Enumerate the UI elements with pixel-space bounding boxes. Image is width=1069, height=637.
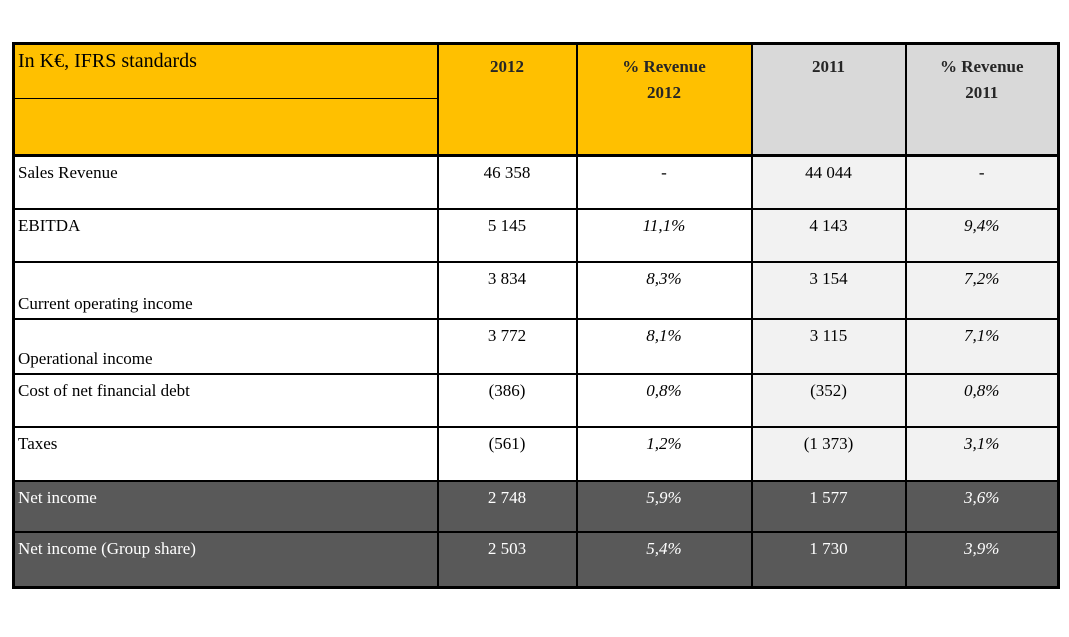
pct-revenue-2011: 7,2% <box>904 261 1060 320</box>
pct-revenue-2012: 8,1% <box>575 318 753 375</box>
pct-revenue-2012-label-line1: % Revenue <box>622 57 706 76</box>
row-label: Net income <box>12 480 439 533</box>
pct-revenue-2012: 5,4% <box>575 531 753 589</box>
pct-revenue-2011: 3,6% <box>904 480 1060 533</box>
pct-revenue-2012: 0,8% <box>575 373 753 428</box>
value-2011: 4 143 <box>750 208 907 263</box>
pct-revenue-2011: 3,9% <box>904 531 1060 589</box>
row-label: Cost of net financial debt <box>12 373 439 428</box>
pct-revenue-2011: - <box>904 154 1060 210</box>
value-2011: 3 154 <box>750 261 907 320</box>
value-2012: (386) <box>436 373 578 428</box>
value-2012: 5 145 <box>436 208 578 263</box>
row-label: EBITDA <box>12 208 439 263</box>
financial-results-table: In K€, IFRS standards 2012 % Revenue 201… <box>12 42 1060 589</box>
table-row-net-income: Net income 2 748 5,9% 1 577 3,6% <box>12 480 1060 533</box>
table-title-cell: In K€, IFRS standards <box>12 42 439 99</box>
pct-revenue-2011-label-line2: 2011 <box>965 82 999 102</box>
value-2012: (561) <box>436 426 578 482</box>
table-row-ebitda: EBITDA 5 145 11,1% 4 143 9,4% <box>12 208 1060 263</box>
pct-revenue-2012-label-line2: 2012 <box>647 82 681 102</box>
pct-revenue-2012: 11,1% <box>575 208 753 263</box>
table-row-operational-income: Operational income 3 772 8,1% 3 115 7,1% <box>12 318 1060 375</box>
table-title-spacer-cell <box>12 98 439 157</box>
value-2011: 1 730 <box>750 531 907 589</box>
pct-revenue-2011-label-line1: % Revenue <box>939 57 1024 76</box>
value-2012: 46 358 <box>436 154 578 210</box>
pct-revenue-2011: 9,4% <box>904 208 1060 263</box>
value-2012: 3 772 <box>436 318 578 375</box>
table-row-current-operating-income: Current operating income 3 834 8,3% 3 15… <box>12 261 1060 320</box>
value-2011: 3 115 <box>750 318 907 375</box>
table-row-taxes: Taxes (561) 1,2% (1 373) 3,1% <box>12 426 1060 482</box>
table-row-net-income-group-share: Net income (Group share) 2 503 5,4% 1 73… <box>12 531 1060 589</box>
value-2011: 44 044 <box>750 154 907 210</box>
value-2012: 2 748 <box>436 480 578 533</box>
value-2011: (352) <box>750 373 907 428</box>
col-header-2012: 2012 <box>436 42 578 157</box>
pct-revenue-2012: 5,9% <box>575 480 753 533</box>
row-label: Current operating income <box>12 261 439 320</box>
value-2012: 2 503 <box>436 531 578 589</box>
row-label: Taxes <box>12 426 439 482</box>
pct-revenue-2012: - <box>575 154 753 210</box>
value-2011: 1 577 <box>750 480 907 533</box>
col-header-pct-revenue-2011: % Revenue 2011 <box>904 42 1060 157</box>
col-header-pct-revenue-2012: % Revenue 2012 <box>575 42 753 157</box>
col-header-2011: 2011 <box>750 42 907 157</box>
table-row-sales-revenue: Sales Revenue 46 358 - 44 044 - <box>12 154 1060 210</box>
header-row: In K€, IFRS standards 2012 % Revenue 201… <box>12 42 1060 157</box>
row-label: Operational income <box>12 318 439 375</box>
pct-revenue-2012: 8,3% <box>575 261 753 320</box>
value-2012: 3 834 <box>436 261 578 320</box>
pct-revenue-2012: 1,2% <box>575 426 753 482</box>
row-label: Sales Revenue <box>12 154 439 210</box>
table-title: In K€, IFRS standards <box>18 50 197 72</box>
row-label: Net income (Group share) <box>12 531 439 589</box>
pct-revenue-2011: 7,1% <box>904 318 1060 375</box>
value-2011: (1 373) <box>750 426 907 482</box>
pct-revenue-2011: 3,1% <box>904 426 1060 482</box>
pct-revenue-2011: 0,8% <box>904 373 1060 428</box>
table-row-cost-of-net-financial-debt: Cost of net financial debt (386) 0,8% (3… <box>12 373 1060 428</box>
header-spacer-row <box>12 98 1059 157</box>
